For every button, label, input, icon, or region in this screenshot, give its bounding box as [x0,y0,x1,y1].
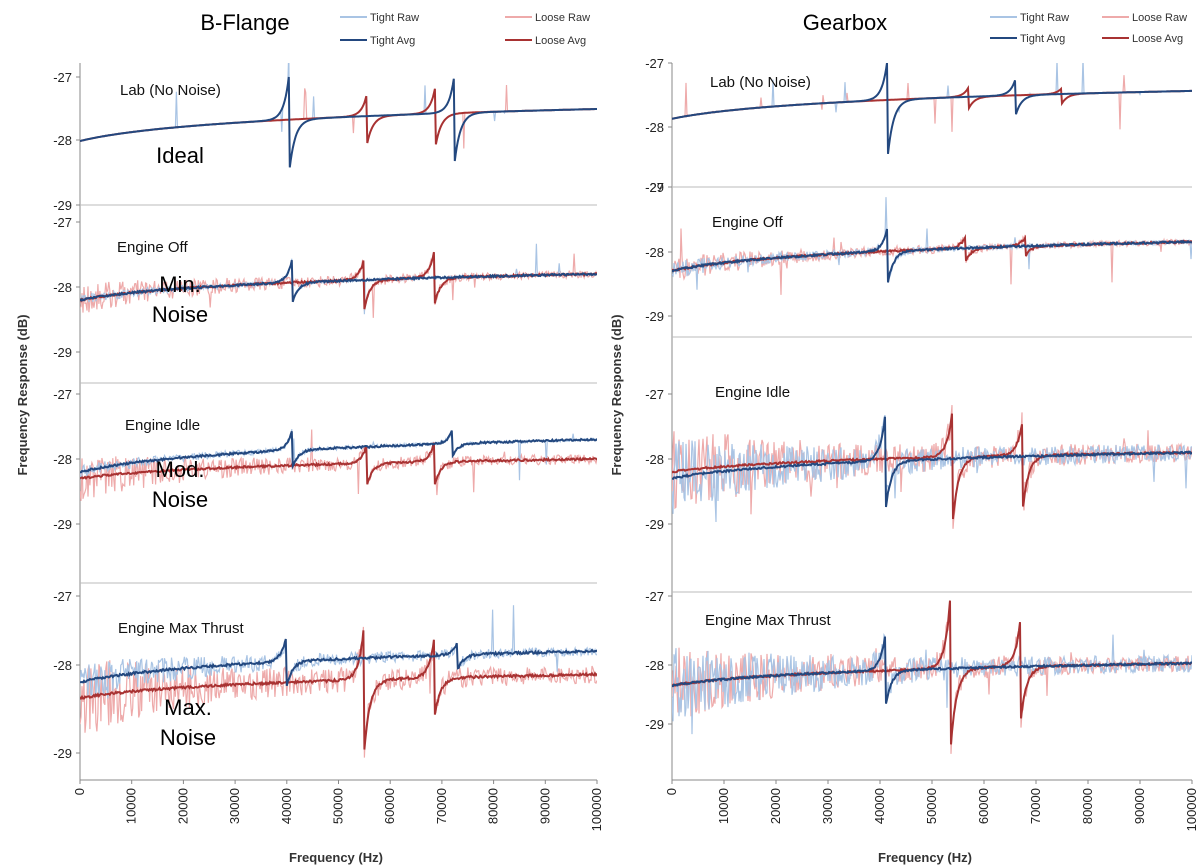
noise-level-label: Mod. [156,457,205,482]
y-tick-label: -28 [645,245,664,260]
y-tick-label: -29 [645,309,664,324]
series-tight-raw [672,635,1192,734]
x-tick-label: 20000 [175,788,190,824]
x-tick-label: 100000 [589,788,604,831]
y-tick-label: -29 [53,746,72,761]
legend-label-loose-avg: Loose Avg [1132,33,1183,45]
x-axis-label-b-flange: Frequency (Hz) [289,850,383,865]
y-tick-label: -27 [53,70,72,85]
x-tick-label: 30000 [820,788,835,824]
panel-1-0 [672,59,1192,154]
y-tick-label: -28 [53,280,72,295]
series-loose-raw [80,627,597,758]
condition-label: Engine Off [117,239,188,256]
x-tick-label: 70000 [1028,788,1043,824]
x-tick-label: 0 [664,788,679,795]
y-tick-label: -29 [53,345,72,360]
legend-gearbox: Tight Raw Loose Raw Tight Avg Loose Avg [990,12,1187,45]
panel-1-2 [672,405,1192,529]
condition-label: Engine Idle [125,417,200,434]
plot-area: 0 10000 20000 30000 40000 50000 60000 70000 8000… [53,51,1199,832]
column-title-gearbox: Gearbox [803,10,887,35]
legend-label-tight-avg: Tight Avg [1020,33,1065,45]
legend-b-flange: Tight Raw Loose Raw Tight Avg Loose Avg [340,12,590,47]
y-tick-label: -29 [53,517,72,532]
y-tick-label: -28 [645,452,664,467]
x-tick-label: 10000 [716,788,731,824]
x-tick-label: 60000 [976,788,991,824]
y-tick-label: -29 [53,198,72,213]
x-tick-label: 10000 [124,788,139,824]
legend-label-loose-avg: Loose Avg [535,35,586,47]
y-tick-label: -28 [645,658,664,673]
noise-level-label: Min. [159,272,201,297]
x-tick-label: 40000 [872,788,887,824]
condition-label: Engine Idle [715,384,790,401]
y-tick-label: -28 [645,120,664,135]
x-tick-label: 90000 [1132,788,1147,824]
y-tick-label: -27 [645,180,664,195]
series-tight-avg [80,260,597,302]
x-tick-label: 80000 [1080,788,1095,824]
x-axis-label-gearbox: Frequency (Hz) [878,850,972,865]
y-tick-label: -27 [645,56,664,71]
y-tick-label: -27 [53,589,72,604]
x-tick-label: 50000 [331,788,346,824]
noise-level-label: Noise [152,487,208,512]
condition-label: Engine Off [712,214,783,231]
y-tick-label: -28 [53,452,72,467]
y-tick-label: -27 [53,215,72,230]
y-tick-label: -29 [645,517,664,532]
y-tick-label: -28 [53,133,72,148]
column-title-b-flange: B-Flange [200,10,289,35]
x-tick-label: 70000 [434,788,449,824]
noise-level-label: Ideal [156,143,204,168]
y-tick-label: -27 [645,589,664,604]
x-tick-label: 60000 [382,788,397,824]
noise-level-label: Max. [164,695,212,720]
y-axis-label-gearbox: Frequency Response (dB) [609,314,624,475]
noise-level-label: Noise [152,302,208,327]
panel-1-1 [672,197,1192,295]
legend-label-loose-raw: Loose Raw [1132,12,1187,24]
y-tick-label: -27 [645,387,664,402]
y-tick-label: -28 [53,658,72,673]
noise-level-label: Noise [160,725,216,750]
y-axis-label-b-flange: Frequency Response (dB) [15,314,30,475]
condition-label: Engine Max Thrust [118,620,244,637]
y-tick-label: -27 [53,387,72,402]
series-loose-avg [80,630,597,749]
x-tick-label: 80000 [486,788,501,824]
x-tick-label: 0 [72,788,87,795]
condition-label: Lab (No Noise) [710,74,811,91]
x-tick-label: 90000 [537,788,552,824]
condition-label: Lab (No Noise) [120,82,221,99]
x-tick-label: 50000 [924,788,939,824]
legend-label-loose-raw: Loose Raw [535,12,590,24]
y-tick-label: -29 [645,717,664,732]
x-tick-label: 40000 [279,788,294,824]
x-tick-label: 20000 [768,788,783,824]
x-tick-label: 100000 [1184,788,1199,831]
legend-label-tight-raw: Tight Raw [370,12,419,24]
series-tight-raw [672,59,1192,154]
legend-label-tight-avg: Tight Avg [370,35,415,47]
legend-label-tight-raw: Tight Raw [1020,12,1069,24]
condition-label: Engine Max Thrust [705,612,831,629]
x-tick-label: 30000 [227,788,242,824]
